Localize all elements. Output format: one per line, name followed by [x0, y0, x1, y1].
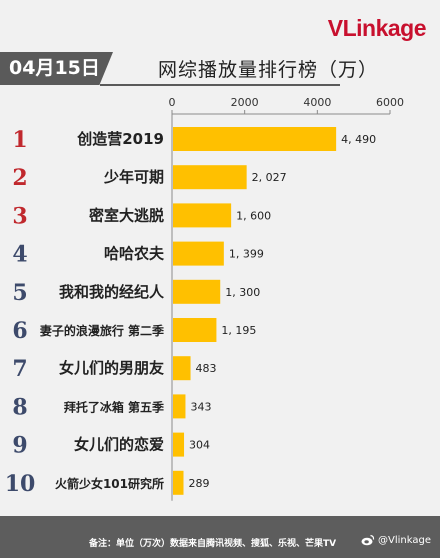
value-label: 1, 600: [236, 209, 271, 222]
category-label: 哈哈农夫: [104, 245, 165, 263]
value-label: 1, 300: [225, 286, 260, 299]
rank-number: 8: [12, 394, 27, 420]
date-tag: 04月15日: [0, 52, 113, 85]
footer-note: 备注：单位（万次）数据来自腾讯视频、搜狐、乐视、芒果TV: [89, 539, 337, 549]
value-label: 483: [196, 362, 217, 375]
bar: [173, 127, 337, 151]
value-label: 1, 399: [229, 248, 264, 261]
ranking-bar-chart: 0 2000 4000 6000 1 创造营2019 4, 490 2 少年可期 2, 027 3…: [5, 96, 404, 501]
x-tick-label: 6000: [376, 96, 404, 109]
value-label: 304: [189, 439, 210, 452]
date-underline: [100, 84, 340, 86]
brand-header: VLinkage: [0, 0, 440, 50]
rank-number: 1: [12, 127, 27, 153]
category-label: 火箭少女101研究所: [55, 476, 164, 491]
bar: [173, 470, 184, 495]
rank-number: 9: [12, 433, 27, 459]
category-label: 少年可期: [103, 168, 164, 186]
category-label: 拜托了冰箱 第五季: [64, 399, 165, 414]
category-label: 密室大逃脱: [89, 206, 164, 224]
bar: [173, 279, 221, 304]
x-tick-label: 4000: [303, 96, 331, 109]
value-label: 4, 490: [341, 133, 376, 146]
category-label: 我和我的经纪人: [59, 283, 165, 301]
footer-credit-text: @Vlinkage: [378, 534, 431, 546]
value-label: 2, 027: [252, 171, 287, 184]
weibo-icon: [361, 534, 375, 546]
bar: [173, 356, 191, 381]
value-label: 1, 195: [221, 324, 256, 337]
value-label: 343: [190, 400, 211, 413]
vlinkage-logo: VLinkage: [327, 15, 427, 41]
bar: [173, 318, 217, 342]
rank-number: 5: [12, 280, 27, 306]
x-tick-label: 2000: [231, 96, 259, 109]
bar: [173, 165, 247, 190]
x-tick-label: 0: [169, 96, 176, 109]
category-label: 妻子的浪漫旅行 第二季: [40, 323, 165, 338]
rank-number: 10: [5, 471, 36, 497]
footer-credit: @Vlinkage: [361, 534, 431, 546]
value-label: 289: [189, 477, 210, 490]
rank-number: 3: [12, 203, 27, 229]
rank-number: 4: [12, 242, 27, 268]
bar: [173, 241, 224, 266]
chart-title: 网综播放量排行榜（万）: [158, 59, 379, 81]
rank-number: 7: [12, 356, 27, 382]
category-label: 创造营2019: [76, 130, 164, 148]
bar: [173, 394, 186, 419]
rank-number: 6: [12, 318, 27, 344]
category-label: 女儿们的恋爱: [74, 436, 164, 454]
bar: [173, 203, 232, 228]
bar: [173, 432, 185, 457]
category-label: 女儿们的男朋友: [59, 359, 164, 377]
rank-number: 2: [12, 165, 27, 191]
footer-bar: [0, 516, 440, 558]
